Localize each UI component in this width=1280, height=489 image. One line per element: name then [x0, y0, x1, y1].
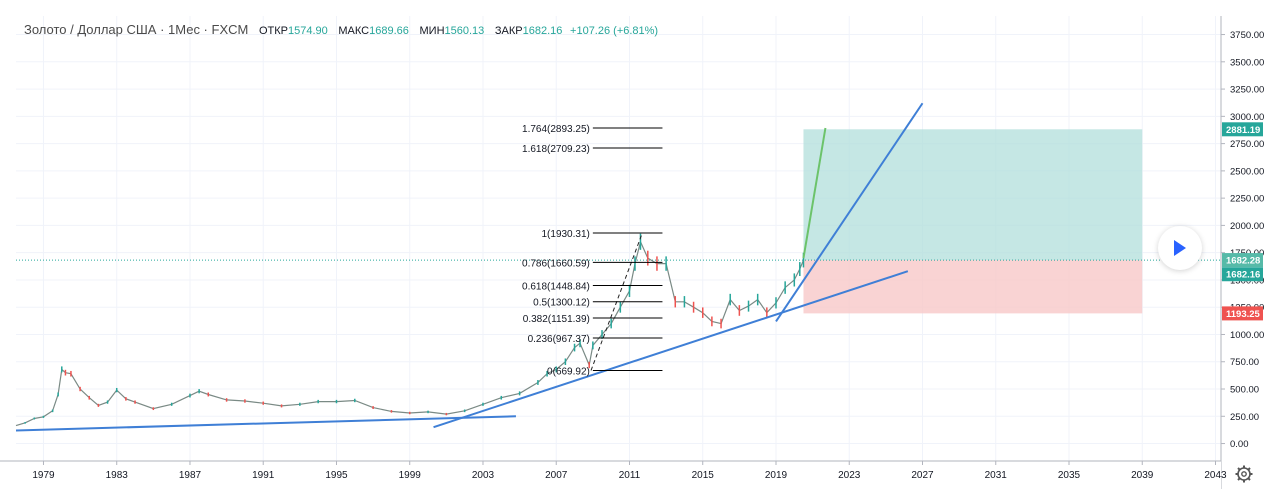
- time-tick-label: 2003: [472, 470, 495, 481]
- fib-level-label: 0(669.92): [547, 366, 590, 377]
- fib-level-label: 1.764(2893.25): [522, 124, 590, 135]
- profit-zone: [803, 129, 1143, 261]
- price-tick-label: 3500.00: [1230, 57, 1264, 68]
- stop-price-badge: [1222, 306, 1263, 321]
- price-tick-label: 1000.00: [1230, 330, 1264, 341]
- price-tick-label: 750.00: [1230, 357, 1259, 368]
- loss-zone: [803, 260, 1143, 314]
- price-tick-label: 250.00: [1230, 412, 1259, 423]
- current-price-badge: [1222, 253, 1263, 268]
- high-label: МАКС: [338, 25, 370, 37]
- gear-icon: [1235, 465, 1253, 483]
- time-tick-label: 2023: [838, 470, 861, 481]
- target-price-badge: [1222, 122, 1263, 137]
- time-tick-label: 2015: [692, 470, 715, 481]
- time-tick-label: 2039: [1131, 470, 1154, 481]
- play-icon: [1174, 240, 1186, 256]
- stop-price-label: 1193.25: [1226, 309, 1261, 320]
- price-tick-label: 3000.00: [1230, 112, 1264, 123]
- price-tick-label: 3750.00: [1230, 30, 1264, 41]
- open-label: ОТКР: [258, 25, 288, 37]
- time-tick-label: 1987: [179, 470, 202, 481]
- fib-level-label: 1.618(2709.23): [522, 144, 590, 155]
- close-value: 1682.16: [522, 25, 563, 37]
- fib-level-label: 0.382(1151.39): [523, 314, 590, 325]
- time-tick-label: 1983: [106, 470, 129, 481]
- time-tick-label: 2019: [765, 470, 788, 481]
- close-label: ЗАКР: [494, 25, 523, 37]
- projection-line: [802, 127, 827, 259]
- trendlines[interactable]: [15, 102, 924, 432]
- change-value: +107.26 (+6.81%): [570, 25, 659, 37]
- time-tick-label: 2027: [911, 470, 934, 481]
- price-tick-label: 0.00: [1230, 439, 1249, 450]
- price-axis-background: [1221, 0, 1280, 489]
- price-tick-label: 2250.00: [1230, 194, 1264, 205]
- price-tick-label: 500.00: [1230, 385, 1259, 396]
- trendline[interactable]: [775, 102, 924, 322]
- close-price-badge: [1222, 267, 1263, 282]
- time-tick-label: 2043: [1204, 470, 1227, 481]
- low-value: 1560.13: [444, 25, 485, 37]
- fibonacci-levels[interactable]: 1.764(2893.25) 1.618(2709.23) 1(1930.31) 0.…: [522, 124, 663, 377]
- time-axis-background: [0, 461, 1221, 489]
- time-tick-label: 2007: [545, 470, 568, 481]
- price-tick-label: 3250.00: [1230, 85, 1264, 96]
- low-label: МИН: [419, 25, 445, 37]
- time-tick-label: 1995: [325, 470, 348, 481]
- price-tick-label: 2500.00: [1230, 166, 1264, 177]
- time-tick-label: 2011: [619, 470, 641, 481]
- price-series: [15, 127, 827, 427]
- fib-level-label: 0.236(967.37): [528, 334, 590, 345]
- trendline[interactable]: [433, 270, 909, 429]
- fib-level-label: 0.5(1300.12): [533, 298, 590, 309]
- symbol-legend: Золото / Доллар США · 1Мес · FXCM ОТКР15…: [24, 22, 658, 37]
- current-price-label: 1682.28: [1226, 256, 1260, 267]
- fib-level-label: 0.786(1660.59): [522, 258, 590, 269]
- price-tick-label: 2750.00: [1230, 139, 1264, 150]
- settings-gear-icon[interactable]: [1234, 464, 1254, 484]
- fib-level-label: 0.618(1448.84): [522, 282, 590, 293]
- price-tick-label: 2000.00: [1230, 221, 1264, 232]
- time-tick-label: 1999: [399, 470, 422, 481]
- time-tick-label: 1979: [32, 470, 55, 481]
- time-tick-label: 2035: [1058, 470, 1081, 481]
- target-price-label: 2881.19: [1226, 125, 1260, 136]
- fib-level-label: 1(1930.31): [541, 229, 589, 240]
- close-price-label: 1682.16: [1226, 270, 1260, 281]
- high-value: 1689.66: [369, 25, 409, 37]
- open-value: 1574.90: [287, 25, 328, 37]
- symbol-title: Золото / Доллар США · 1Мес · FXCM: [24, 22, 249, 37]
- time-tick-label: 2031: [985, 470, 1008, 481]
- play-button[interactable]: [1158, 226, 1202, 270]
- time-tick-label: 1991: [252, 470, 275, 481]
- trendline[interactable]: [15, 415, 516, 432]
